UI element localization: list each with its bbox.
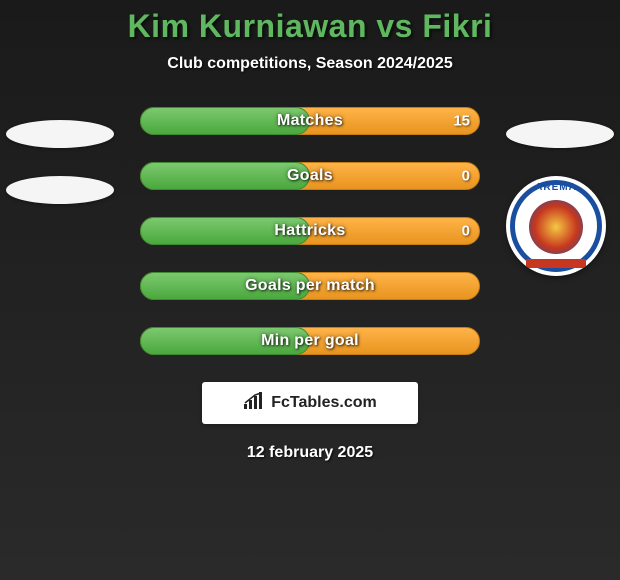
arema-badge: AREMA <box>506 176 606 276</box>
stat-label: Min per goal <box>261 332 359 350</box>
team-badge-placeholder <box>506 120 614 148</box>
team-badge-placeholder <box>6 120 114 148</box>
stat-value-right: 0 <box>462 168 470 185</box>
bar-left-fill <box>140 162 310 190</box>
page-title: Kim Kurniawan vs Fikri <box>0 8 620 45</box>
date-text: 12 february 2025 <box>0 444 620 462</box>
stat-row: Min per goal <box>0 327 620 355</box>
left-team-badges <box>6 120 114 232</box>
stat-bar: Hattricks 0 <box>140 217 480 245</box>
right-team-badges: AREMA <box>506 120 614 276</box>
stat-bar: Goals per match <box>140 272 480 300</box>
watermark-text: FcTables.com <box>271 394 377 412</box>
stat-label: Goals per match <box>245 277 375 295</box>
stat-bar: Min per goal <box>140 327 480 355</box>
stat-label: Goals <box>287 167 333 185</box>
stat-value-right: 15 <box>453 113 470 130</box>
stat-label: Hattricks <box>274 222 345 240</box>
chart-icon <box>243 392 265 415</box>
stat-bar: Goals 0 <box>140 162 480 190</box>
stat-row: Goals per match <box>0 272 620 300</box>
watermark-box: FcTables.com <box>202 382 418 424</box>
subtitle: Club competitions, Season 2024/2025 <box>0 55 620 73</box>
stat-label: Matches <box>277 112 343 130</box>
team-badge-placeholder <box>6 176 114 204</box>
stat-value-right: 0 <box>462 223 470 240</box>
arema-badge-text: AREMA <box>535 182 577 193</box>
stat-bar: Matches 15 <box>140 107 480 135</box>
